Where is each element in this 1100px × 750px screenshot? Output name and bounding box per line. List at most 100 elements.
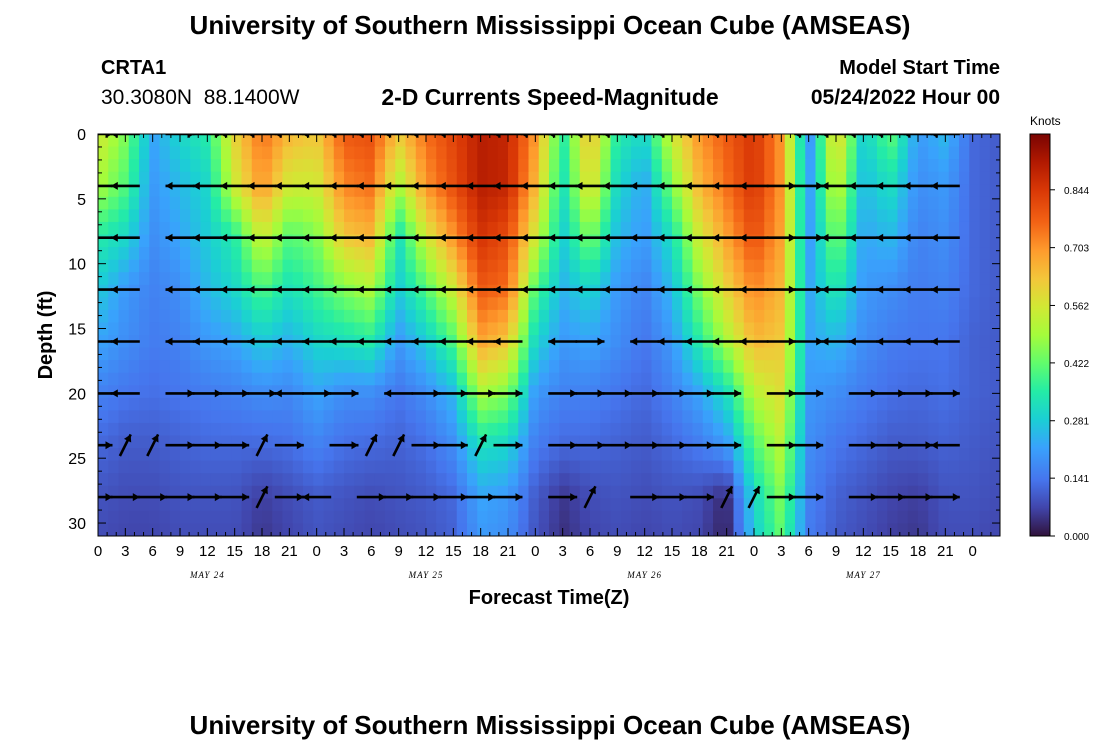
heatmap-cell: [149, 485, 161, 499]
arrow-head: [624, 441, 632, 450]
heatmap-cell: [918, 134, 929, 148]
heatmap-cell: [569, 397, 581, 411]
heatmap-cell: [856, 347, 868, 361]
current-vector-arrow: [356, 337, 386, 346]
heatmap-cell: [774, 372, 786, 386]
heatmap-cell: [702, 284, 714, 298]
heatmap-cell: [774, 247, 786, 261]
heatmap-cell: [538, 221, 550, 236]
heatmap-cell: [149, 247, 161, 261]
heatmap-cell: [979, 159, 991, 173]
heatmap-cell: [169, 259, 181, 273]
heatmap-cell: [692, 209, 704, 223]
heatmap-cell: [549, 209, 560, 223]
heatmap-cell: [897, 347, 909, 361]
heatmap-cell: [661, 247, 673, 261]
current-vector-arrow: [794, 389, 824, 398]
heatmap-cell: [795, 410, 806, 424]
heatmap-cell: [467, 460, 478, 474]
current-vector-arrow: [220, 441, 250, 450]
heatmap-cell: [518, 297, 530, 311]
heatmap-cell: [231, 309, 243, 324]
heatmap-cell: [846, 460, 858, 474]
heatmap-cell: [815, 385, 827, 399]
heatmap-cell: [190, 410, 202, 424]
heatmap-cell: [989, 159, 1000, 173]
heatmap-cell: [139, 146, 150, 160]
heatmap-cell: [374, 272, 386, 286]
heatmap-cell: [610, 221, 622, 236]
heatmap-cell: [241, 347, 253, 361]
heatmap-cell: [231, 448, 243, 462]
heatmap-cell: [641, 460, 653, 474]
heatmap-cell: [139, 523, 150, 536]
heatmap-cell: [128, 397, 140, 411]
heatmap-cell: [733, 234, 745, 248]
heatmap-cell: [221, 498, 232, 512]
heatmap-cell: [508, 134, 519, 148]
heatmap-cell: [815, 297, 827, 311]
heatmap-cell: [477, 473, 489, 487]
current-vector-arrow: [493, 181, 523, 190]
heatmap-cell: [446, 171, 458, 185]
heatmap-cell: [98, 259, 109, 273]
heatmap-cell: [415, 309, 427, 324]
heatmap-cell: [190, 422, 202, 437]
heatmap-cell: [651, 171, 663, 185]
heatmap-cell: [333, 184, 345, 198]
heatmap-cell: [139, 473, 150, 487]
heatmap-cell: [323, 309, 335, 324]
heatmap-cell: [200, 196, 212, 210]
heatmap-cell: [907, 347, 919, 361]
heatmap-cell: [600, 422, 612, 437]
heatmap-cell: [846, 448, 858, 462]
heatmap-cell: [231, 397, 243, 411]
current-vector-arrow: [411, 181, 441, 190]
heatmap-cell: [436, 372, 448, 386]
heatmap-cell: [866, 347, 878, 361]
heatmap-cell: [784, 347, 796, 361]
heatmap-cell: [672, 372, 683, 386]
heatmap-cell: [764, 196, 776, 210]
heatmap-cell: [272, 272, 284, 286]
heatmap-cell: [118, 134, 130, 148]
heatmap-cell: [897, 234, 909, 248]
heatmap-cell: [538, 284, 550, 298]
heatmap-cell: [989, 309, 1000, 324]
heatmap-cell: [549, 134, 560, 148]
heatmap-cell: [610, 159, 622, 173]
heatmap-cell: [774, 360, 786, 374]
heatmap-cell: [579, 397, 591, 411]
heatmap-cell: [887, 360, 899, 374]
heatmap-cell: [897, 146, 909, 160]
heatmap-cell: [108, 309, 120, 324]
heatmap-cell: [415, 448, 427, 462]
heatmap-cell: [180, 259, 191, 273]
heatmap-cell: [497, 485, 509, 499]
heatmap-cell: [743, 234, 755, 248]
heatmap-cell: [928, 196, 940, 210]
footer-title: University of Southern Mississippi Ocean…: [189, 710, 911, 740]
heatmap-cell: [467, 272, 478, 286]
heatmap-cell: [672, 460, 683, 474]
heatmap-cell: [672, 485, 683, 499]
heatmap-cell: [938, 247, 950, 261]
heatmap-cell: [497, 347, 509, 361]
heatmap-cell: [774, 473, 786, 487]
heatmap-cell: [969, 134, 981, 148]
heatmap-cell: [159, 184, 171, 198]
heatmap-cell: [210, 297, 222, 311]
heatmap-cell: [149, 297, 161, 311]
heatmap-cell: [805, 523, 817, 536]
heatmap-cell: [948, 309, 960, 324]
heatmap-cell: [518, 184, 530, 198]
heatmap-cell: [600, 322, 612, 336]
heatmap-cell: [405, 209, 417, 223]
heatmap-cell: [600, 134, 612, 148]
heatmap-cell: [364, 347, 376, 361]
heatmap-cell: [180, 372, 191, 386]
current-vector-arrow: [712, 181, 742, 190]
heatmap-cell: [754, 410, 765, 424]
heatmap-cell: [723, 435, 735, 449]
heatmap-cell: [231, 322, 243, 336]
